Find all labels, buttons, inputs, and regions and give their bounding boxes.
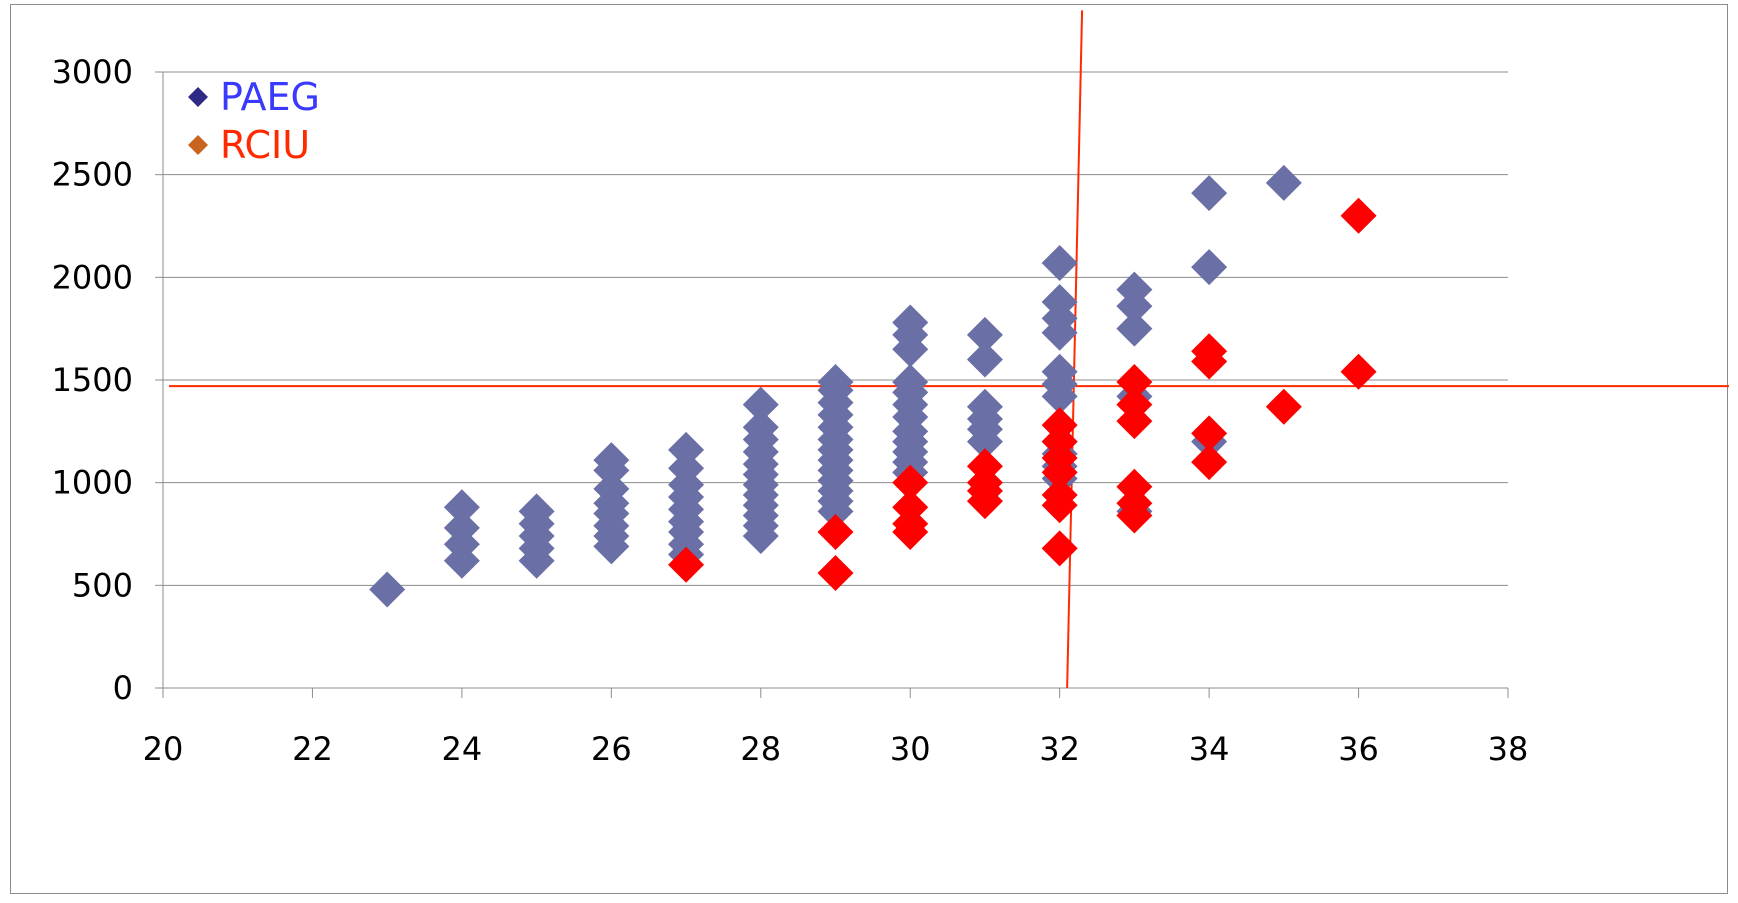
data-point-rciu — [1041, 530, 1078, 567]
data-point-paeg — [1116, 271, 1153, 308]
data-point-paeg — [668, 450, 705, 487]
data-point-rciu — [1116, 468, 1153, 505]
data-point-rciu — [1340, 197, 1377, 234]
x-tick-label: 20 — [143, 730, 184, 768]
y-tick-label: 3000 — [52, 53, 133, 91]
y-tick-label: 1000 — [52, 464, 133, 502]
data-point-rciu — [817, 513, 854, 550]
data-point-paeg — [1041, 283, 1078, 320]
data-point-paeg — [892, 364, 929, 401]
data-points — [369, 164, 1377, 608]
y-tick-label: 500 — [72, 566, 133, 604]
reference-lines — [169, 10, 1729, 689]
data-point-paeg — [593, 470, 630, 507]
data-point-paeg — [1191, 175, 1228, 212]
data-point-paeg — [892, 304, 929, 341]
data-point-paeg — [518, 493, 555, 530]
data-point-paeg — [1191, 249, 1228, 286]
data-point-rciu — [1116, 386, 1153, 423]
data-point-paeg — [966, 316, 1003, 353]
x-tick-label: 28 — [740, 730, 781, 768]
x-tick-label: 38 — [1488, 730, 1529, 768]
data-point-paeg — [668, 431, 705, 468]
legend-marker-rciu — [188, 135, 208, 155]
x-tick-label: 22 — [292, 730, 333, 768]
data-point-rciu — [1340, 353, 1377, 390]
data-point-paeg — [1265, 164, 1302, 201]
data-point-paeg — [966, 341, 1003, 378]
x-tick-label: 30 — [890, 730, 931, 768]
data-point-rciu — [892, 489, 929, 526]
legend-label-rciu: RCIU — [220, 123, 310, 167]
data-point-paeg — [1041, 353, 1078, 390]
chart-frame: 0 500 1000 1500 2000 2500 3000 20 22 24 26 28 30 32 34… — [10, 4, 1729, 894]
data-point-rciu — [892, 464, 929, 501]
data-point-rciu — [1041, 407, 1078, 444]
y-tick-label: 1500 — [52, 361, 133, 399]
data-point-paeg — [742, 386, 779, 423]
data-point-paeg — [369, 571, 406, 608]
x-tick-label: 36 — [1338, 730, 1379, 768]
data-point-rciu — [1116, 364, 1153, 401]
data-point-rciu — [1041, 476, 1078, 513]
x-tick-label: 32 — [1039, 730, 1080, 768]
data-point-rciu — [1191, 415, 1228, 452]
axes: 0 500 1000 1500 2000 2500 3000 20 22 24 26 28 30 32 34… — [52, 53, 1529, 768]
y-tick-label: 2000 — [52, 258, 133, 296]
data-point-paeg — [817, 364, 854, 401]
data-point-paeg — [443, 489, 480, 526]
x-tick-label: 34 — [1189, 730, 1230, 768]
data-point-paeg — [966, 388, 1003, 425]
data-point-rciu — [1265, 388, 1302, 425]
x-tick-label: 26 — [591, 730, 632, 768]
x-tick-label: 24 — [442, 730, 483, 768]
data-point-rciu — [1191, 444, 1228, 481]
y-tick-label: 0 — [113, 669, 133, 707]
legend-label-paeg: PAEG — [220, 75, 320, 119]
reference-line-vertical — [1066, 10, 1084, 689]
data-point-paeg — [593, 442, 630, 479]
data-point-rciu — [817, 555, 854, 592]
data-point-rciu — [668, 546, 705, 583]
data-point-paeg — [1041, 244, 1078, 281]
data-point-paeg — [443, 509, 480, 546]
data-point-rciu — [1191, 333, 1228, 370]
data-point-paeg — [1116, 310, 1153, 347]
data-point-paeg — [742, 409, 779, 446]
legend-marker-paeg — [188, 87, 208, 107]
scatter-chart: 0 500 1000 1500 2000 2500 3000 20 22 24 26 28 30 32 34… — [52, 10, 1729, 768]
data-point-rciu — [966, 448, 1003, 485]
y-tick-label: 2500 — [52, 156, 133, 194]
